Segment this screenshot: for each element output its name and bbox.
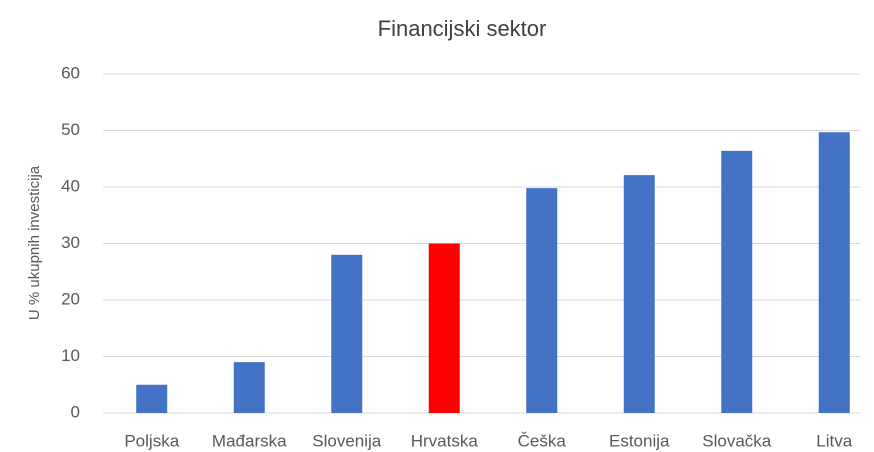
bar <box>428 243 460 413</box>
y-axis-label: U % ukupnih investicija <box>26 165 43 320</box>
bar <box>331 254 363 413</box>
x-tick-label: Poljska <box>124 431 179 450</box>
bar <box>818 132 850 413</box>
y-tick-label: 50 <box>61 120 80 139</box>
y-tick-label: 20 <box>61 289 80 308</box>
x-tick-label: Estonija <box>609 431 670 450</box>
y-tick-label: 40 <box>61 176 80 195</box>
chart-title: Financijski sektor <box>378 16 547 41</box>
x-tick-label: Slovenija <box>312 431 382 450</box>
x-tick-label: Slovačka <box>702 431 772 450</box>
y-tick-label: 0 <box>71 402 80 421</box>
x-tick-label: Litva <box>816 431 852 450</box>
bar <box>233 362 265 413</box>
bar <box>526 188 558 413</box>
x-tick-label: Hrvatska <box>411 431 479 450</box>
x-tick-label: Češka <box>518 431 567 450</box>
y-tick-label: 10 <box>61 346 80 365</box>
x-tick-label: Mađarska <box>212 431 287 450</box>
bar <box>136 384 168 413</box>
y-tick-label: 60 <box>61 63 80 82</box>
bar <box>623 175 655 413</box>
bar <box>721 150 753 413</box>
y-tick-label: 30 <box>61 233 80 252</box>
